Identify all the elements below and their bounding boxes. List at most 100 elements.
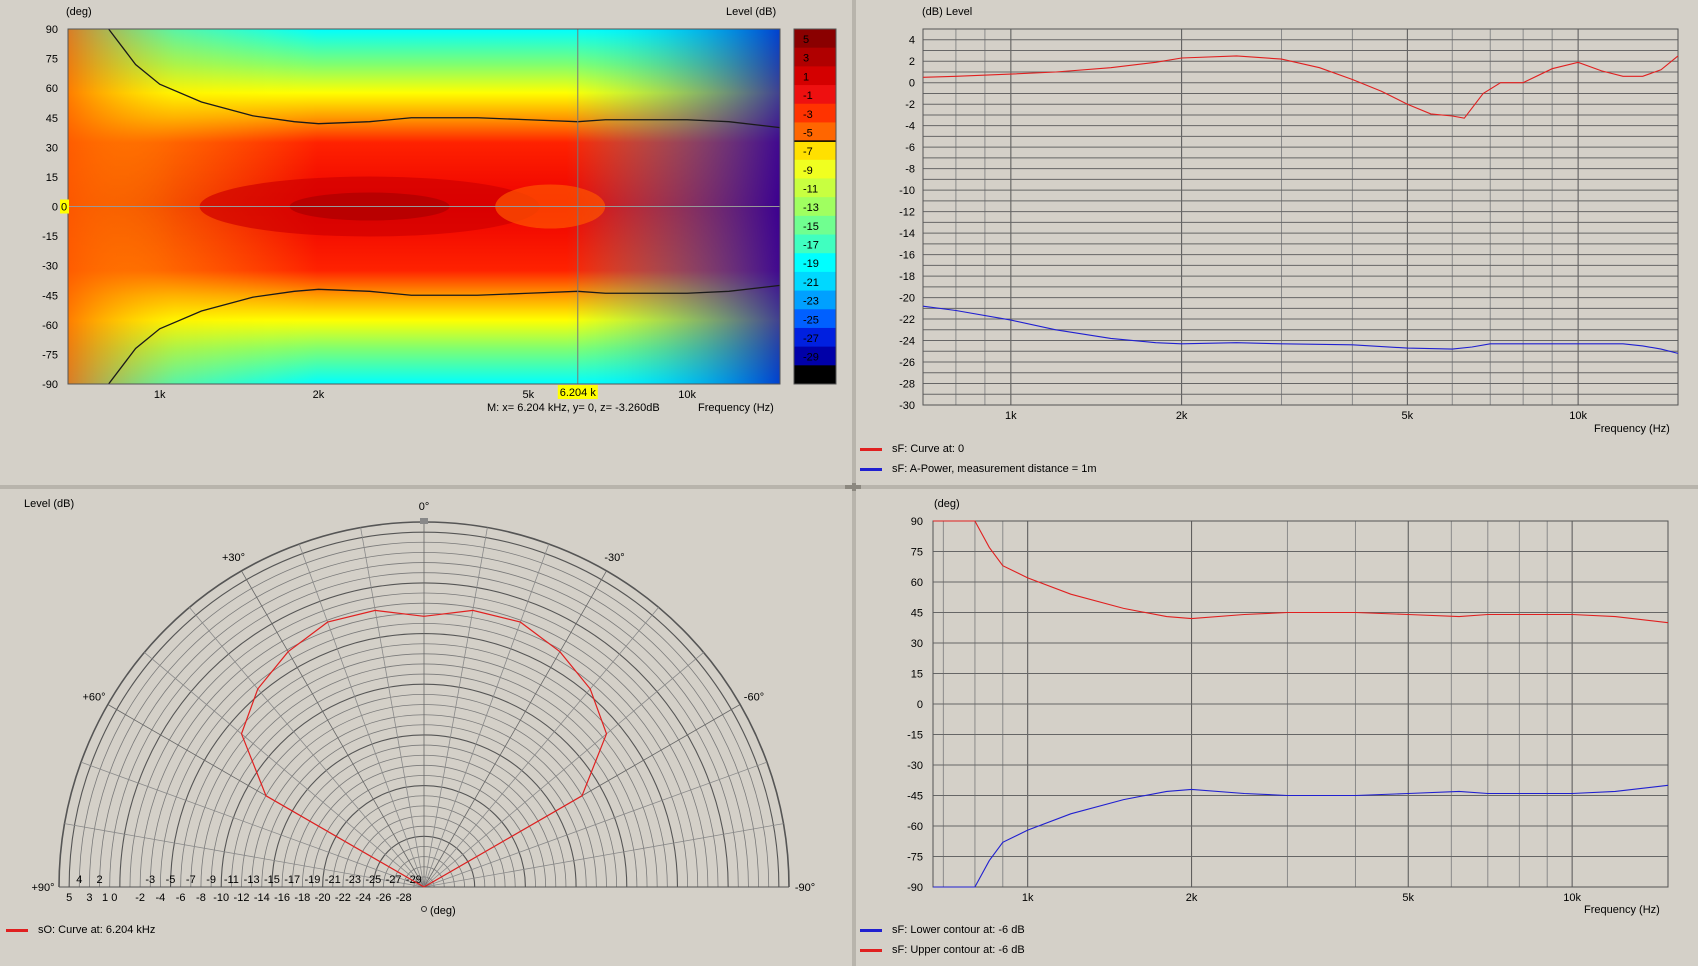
splitter-grip[interactable] xyxy=(845,483,861,491)
polar-deg-label: (deg) xyxy=(430,905,456,917)
polar-spoke xyxy=(423,652,704,888)
polar-radial-label-upper: -15 xyxy=(264,874,280,886)
polar-spoke xyxy=(423,823,784,888)
colorbar-band-label: -7 xyxy=(803,146,813,158)
contour-y-axis-label: (deg) xyxy=(934,498,960,510)
contour-series-lower xyxy=(933,784,1669,888)
contour-legend-label-0: sF: Lower contour at: -6 dB xyxy=(892,924,1025,936)
polar-spoke xyxy=(423,607,659,888)
colorbar-band xyxy=(794,197,836,217)
colorbar-band xyxy=(794,85,836,105)
colorbar-band xyxy=(794,103,836,123)
contour-y-tick-label: -45 xyxy=(907,791,923,803)
colorbar-band-label: -23 xyxy=(803,296,819,308)
contour-plot-frame xyxy=(932,520,1669,888)
directivity-map-panel: 90 75 60 45 30 15 0 -15 -30 -45 -60 -75 -90 1k 2k 5k 10k… xyxy=(0,0,852,485)
heatmap-x-axis-label: Frequency (Hz) xyxy=(698,402,774,414)
colorbar-band xyxy=(794,141,836,161)
fr-x-tick-label: 10k xyxy=(1569,410,1587,422)
heatmap-y-tick-label: -45 xyxy=(42,290,58,302)
polar-radial-label-upper: -11 xyxy=(224,874,239,886)
fr-series-a-power xyxy=(922,305,1679,354)
contour-y-tick-label: 30 xyxy=(911,638,923,650)
polar-radial-label-lower: -24 xyxy=(355,892,371,904)
polar-radial-label-lower: -12 xyxy=(234,892,250,904)
colorbar-band xyxy=(794,215,836,236)
contour-x-tick-label: 1k xyxy=(1022,892,1034,904)
polar-radial-label-lower: -26 xyxy=(375,892,391,904)
colorbar-band-floor xyxy=(794,365,836,384)
contour-y-tick-label: 60 xyxy=(911,577,923,589)
fr-legend-item-0: sF: Curve at: 0 xyxy=(860,443,964,455)
polar-radial-label-lower: -28 xyxy=(396,892,412,904)
fr-x-tick-label: 2k xyxy=(1176,410,1188,422)
polar-level-label: Level (dB) xyxy=(24,498,75,510)
fr-y-tick-label: -14 xyxy=(899,228,915,240)
polar-radial-label-lower: -14 xyxy=(254,892,270,904)
fr-y-tick-label: -12 xyxy=(899,207,915,219)
frequency-response-chart[interactable]: 4 2 0 -2 -4 -6 -8 -10 -12 -14 -16 -18 -20 -22 -24 -26 -2… xyxy=(856,0,1698,485)
fr-y-tick-label: -22 xyxy=(899,314,915,326)
contour-y-tick-label: 45 xyxy=(911,608,923,620)
polar-radial-label-lower: -10 xyxy=(213,892,229,904)
polar-spoke xyxy=(144,652,425,888)
polar-radial-label-upper: -13 xyxy=(244,874,260,886)
heatmap-y-tick-label: -75 xyxy=(42,349,58,361)
polar-spoke xyxy=(298,543,425,888)
polar-angle-label: +90° xyxy=(31,882,54,894)
contour-legend-swatch-blue xyxy=(860,928,882,932)
polar-spoke xyxy=(423,570,607,888)
heatmap-y-axis-label: (deg) xyxy=(66,6,92,18)
contour-y-tick-label: 90 xyxy=(911,516,923,528)
fr-legend-label-0: sF: Curve at: 0 xyxy=(892,443,965,455)
fr-y-tick-label: -16 xyxy=(899,250,915,262)
contour-y-tick-label: -90 xyxy=(907,882,923,894)
polar-angle-label: -90° xyxy=(795,882,815,894)
fr-y-tick-label: -30 xyxy=(899,400,915,412)
colorbar-band xyxy=(794,234,836,254)
polar-chart[interactable]: 0°+30° -30°+60° -60°+90° -90°4 2 -3 -5 -7 -9 -11-… xyxy=(0,489,852,966)
heatmap-y-tick-label: 75 xyxy=(46,54,58,66)
fr-legend-label-1: sF: A-Power, measurement distance = 1m xyxy=(892,463,1097,475)
polar-spoke xyxy=(241,570,425,888)
colorbar-band xyxy=(794,122,836,142)
polar-spoke xyxy=(64,823,425,888)
contour-x-tick-label: 5k xyxy=(1402,892,1414,904)
polar-angle-label: +30° xyxy=(222,552,245,564)
fr-y-tick-label: -8 xyxy=(905,164,915,176)
heatmap-y-tick-label: 60 xyxy=(46,83,58,95)
contour-y-tick-label: 15 xyxy=(911,669,923,681)
polar-spoke xyxy=(80,761,425,888)
colorbar-band xyxy=(794,66,836,86)
upper-contour-line xyxy=(108,29,780,129)
polar-legend-item-0: sO: Curve at: 6.204 kHz xyxy=(6,924,155,936)
polar-spoke xyxy=(423,543,550,888)
fr-legend-item-1: sF: A-Power, measurement distance = 1m xyxy=(860,463,1097,475)
polar-angle-label: +60° xyxy=(83,692,106,704)
fr-x-tick-label: 1k xyxy=(1005,410,1017,422)
colorbar-frame xyxy=(793,28,837,385)
lower-contour-line xyxy=(108,284,780,384)
colorbar-band-label: -9 xyxy=(803,165,813,177)
polar-radial-label-upper: -5 xyxy=(166,874,176,886)
polar-radial-label-upper: -9 xyxy=(206,874,216,886)
fr-y-tick-label: -18 xyxy=(899,271,915,283)
contour-chart[interactable]: 90 75 60 45 30 15 0 -15 -30 -45 -60 -75 -90 1k 2k 5k 10k xyxy=(856,489,1698,966)
colorbar-band xyxy=(794,47,836,67)
polar-radial-label-lower: -4 xyxy=(155,892,165,904)
contour-y-tick-label: -15 xyxy=(907,730,923,742)
polar-radial-label-upper: -19 xyxy=(305,874,321,886)
polar-radial-label-lower: 3 xyxy=(86,892,92,904)
polar-series-curve xyxy=(240,609,608,888)
polar-radial-label-lower: 5 xyxy=(66,892,72,904)
colorbar-band xyxy=(794,159,836,179)
heatmap-x-tick-label: 10k xyxy=(678,389,696,401)
polar-radial-label-lower: -2 xyxy=(135,892,145,904)
polar-spoke xyxy=(423,761,768,888)
colorbar-band xyxy=(794,271,836,292)
polar-spoke xyxy=(360,527,425,888)
polar-radial-label-upper: -3 xyxy=(145,874,155,886)
fr-y-tick-label: -10 xyxy=(899,185,915,197)
colorbar-band-label: -5 xyxy=(803,127,813,139)
